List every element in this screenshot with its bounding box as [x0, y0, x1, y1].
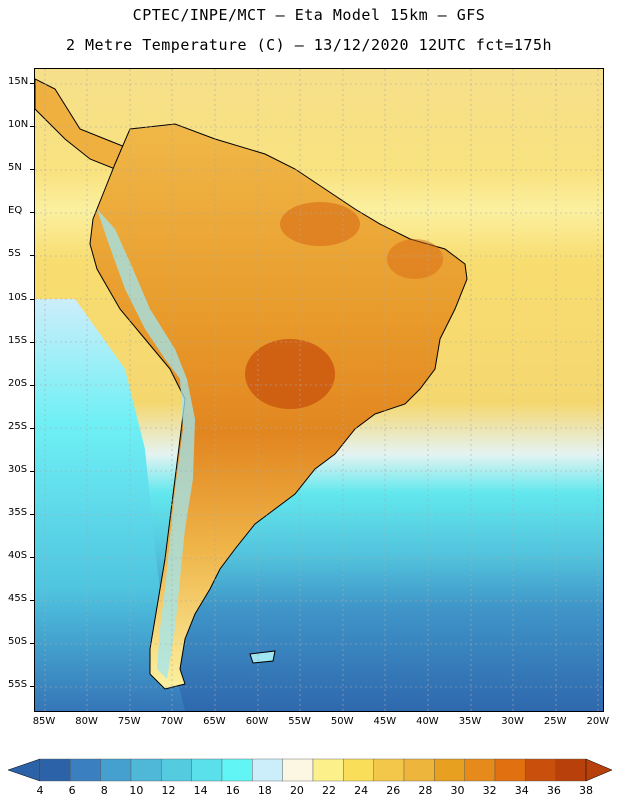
colorbar-label: 10 [124, 784, 148, 797]
colorbar-swatch [252, 759, 282, 781]
colorbar-swatch [131, 759, 161, 781]
colorbar-label: 36 [542, 784, 566, 797]
lat-tick [30, 428, 34, 429]
lon-label: 60W [242, 716, 272, 727]
lon-label: 40W [412, 716, 442, 727]
map-title: CPTEC/INPE/MCT – Eta Model 15km – GFS [0, 6, 618, 24]
lon-label: 35W [455, 716, 485, 727]
colorbar-swatch [404, 759, 434, 781]
colorbar-under-arrow [8, 759, 40, 781]
colorbar-swatch [283, 759, 313, 781]
map-subtitle: 2 Metre Temperature (C) – 13/12/2020 12U… [0, 36, 618, 54]
lon-label: 45W [370, 716, 400, 727]
lat-tick [30, 514, 34, 515]
colorbar-label: 28 [413, 784, 437, 797]
colorbar-label: 34 [510, 784, 534, 797]
colorbar-label: 30 [446, 784, 470, 797]
colorbar-label: 24 [349, 784, 373, 797]
colorbar-label: 8 [92, 784, 116, 797]
colorbar-swatch [40, 759, 70, 781]
lat-label: 20S [8, 378, 32, 389]
lat-tick [30, 686, 34, 687]
colorbar-swatch [343, 759, 373, 781]
colorbar-over-arrow [586, 759, 612, 781]
lat-label: 40S [8, 550, 32, 561]
lat-label: EQ [8, 205, 32, 216]
hot-amazon-region [280, 202, 360, 246]
lat-label: 15N [8, 76, 32, 87]
lat-label: 30S [8, 464, 32, 475]
colorbar-swatch [70, 759, 100, 781]
colorbar-swatch [101, 759, 131, 781]
colorbar-swatch [313, 759, 343, 781]
lat-label: 25S [8, 421, 32, 432]
colorbar-swatch [222, 759, 252, 781]
lat-tick [30, 643, 34, 644]
colorbar-label: 6 [60, 784, 84, 797]
lon-label: 85W [29, 716, 59, 727]
lon-label: 65W [199, 716, 229, 727]
colorbar-label: 20 [285, 784, 309, 797]
lat-tick [30, 471, 34, 472]
lat-label: 35S [8, 507, 32, 518]
lat-label: 5N [8, 162, 32, 173]
colorbar-label: 16 [221, 784, 245, 797]
map-panel[interactable] [34, 68, 604, 712]
lat-label: 15S [8, 335, 32, 346]
lon-label: 55W [285, 716, 315, 727]
hot-northeast-region [387, 239, 443, 279]
colorbar-label: 14 [189, 784, 213, 797]
colorbar-swatch [374, 759, 404, 781]
lat-label: 55S [8, 679, 32, 690]
hot-core-region [245, 339, 335, 409]
lon-label: 20W [583, 716, 613, 727]
lat-label: 10S [8, 292, 32, 303]
colorbar-swatch [161, 759, 191, 781]
lon-label: 70W [157, 716, 187, 727]
lat-label: 50S [8, 636, 32, 647]
lat-label: 10N [8, 119, 32, 130]
lat-tick [30, 299, 34, 300]
lat-tick [30, 557, 34, 558]
lon-label: 30W [498, 716, 528, 727]
colorbar-label: 12 [156, 784, 180, 797]
colorbar-label: 4 [28, 784, 52, 797]
lat-tick [30, 385, 34, 386]
colorbar-swatch [192, 759, 222, 781]
colorbar-label: 32 [478, 784, 502, 797]
colorbar-label: 22 [317, 784, 341, 797]
lon-label: 75W [114, 716, 144, 727]
colorbar-swatch [465, 759, 495, 781]
lat-tick [30, 169, 34, 170]
colorbar-label: 26 [381, 784, 405, 797]
lat-tick [30, 212, 34, 213]
lat-tick [30, 600, 34, 601]
lat-label: 45S [8, 593, 32, 604]
colorbar-swatch [556, 759, 586, 781]
lon-label: 25W [540, 716, 570, 727]
lat-tick [30, 342, 34, 343]
temperature-map [35, 69, 603, 711]
lat-tick [30, 255, 34, 256]
lat-label: 5S [8, 248, 32, 259]
lon-label: 80W [72, 716, 102, 727]
colorbar-swatch [434, 759, 464, 781]
lat-tick [30, 126, 34, 127]
colorbar-swatch [525, 759, 555, 781]
colorbar-label: 38 [574, 784, 598, 797]
colorbar-label: 18 [253, 784, 277, 797]
colorbar-swatch [495, 759, 525, 781]
lat-tick [30, 83, 34, 84]
lon-label: 50W [327, 716, 357, 727]
